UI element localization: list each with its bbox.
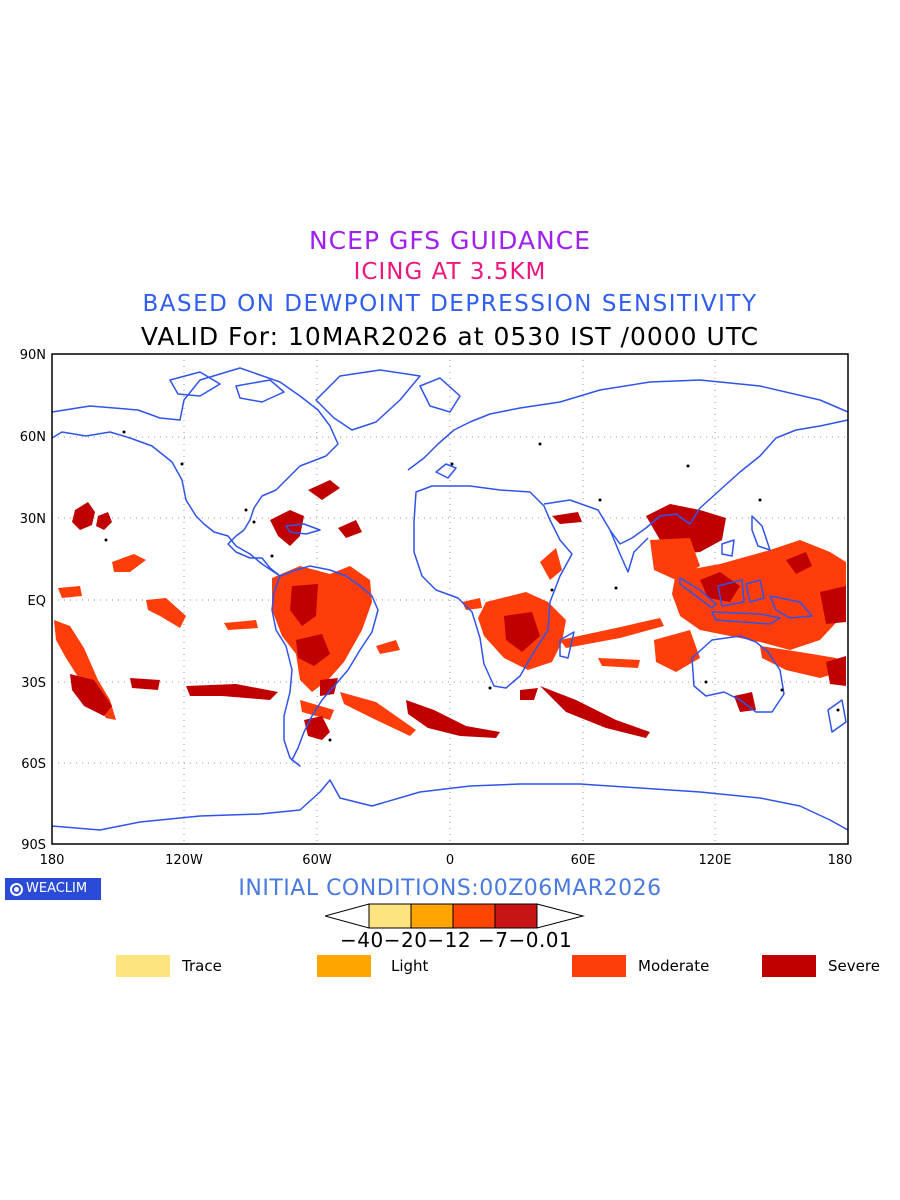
longitude-labels: 180 120W 60W 0 60E 120E 180 (40, 853, 853, 868)
scale-swatch-trace (368, 903, 412, 929)
map-frame (51, 353, 849, 845)
legend-swatch (317, 955, 371, 977)
icing-map: 90N 60N 30N EQ 30S 60S 90S 180 120W 60W … (20, 348, 853, 868)
color-scale-bar (325, 903, 585, 929)
lon-label: 180 (828, 853, 853, 868)
legend-label: Severe (828, 957, 880, 975)
initial-conditions: INITIAL CONDITIONS:00Z06MAR2026 (238, 876, 662, 901)
scale-right-arrow (536, 903, 585, 929)
legend-swatch (116, 955, 170, 977)
lon-label: 120W (165, 853, 203, 868)
legend-item-moderate: Moderate (572, 955, 709, 977)
lat-label: 60N (20, 430, 46, 445)
logo-text: WEACLIM (26, 881, 88, 896)
valid-time-title: VALID For: 10MAR2026 at 0530 IST /0000 U… (140, 322, 760, 351)
scale-swatch-moderate (452, 903, 496, 929)
lat-label: 90N (20, 348, 46, 363)
scale-swatch-severe (494, 903, 538, 929)
lon-label: 120E (698, 853, 731, 868)
logo-ring-icon (10, 882, 23, 896)
lon-label: 60W (302, 853, 332, 868)
legend-label: Moderate (638, 957, 710, 975)
scale-left-arrow (325, 903, 370, 929)
lat-label: 30N (20, 512, 46, 527)
legend-swatch (572, 955, 626, 977)
coastlines (51, 367, 849, 831)
weaclim-logo: WEACLIM (5, 878, 101, 900)
title-line-1: NCEP GFS GUIDANCE (308, 226, 591, 255)
lon-label: 0 (446, 853, 454, 868)
legend-label: Trace (182, 957, 222, 975)
title-line-3: BASED ON DEWPOINT DEPRESSION SENSITIVITY (142, 291, 758, 317)
graticule (52, 354, 848, 844)
lat-label: EQ (28, 594, 46, 609)
lat-label: 60S (21, 757, 46, 772)
legend-item-trace: Trace (116, 955, 222, 977)
station-markers (104, 430, 840, 742)
title-line-2: ICING AT 3.5KM (353, 259, 547, 285)
icing-fields (54, 480, 846, 740)
scale-swatch-light (410, 903, 454, 929)
lon-label: 180 (40, 853, 65, 868)
legend-item-severe: Severe (762, 955, 880, 977)
legend-swatch (762, 955, 816, 977)
latitude-labels: 90N 60N 30N EQ 30S 60S 90S (20, 348, 46, 853)
legend-item-light: Light (317, 955, 428, 977)
lon-label: 60E (571, 853, 596, 868)
legend-label: Light (391, 957, 429, 975)
scale-tick-labels: −40−20−12 −7−0.01 (340, 928, 573, 952)
lat-label: 30S (21, 676, 46, 691)
lat-label: 90S (21, 838, 46, 853)
